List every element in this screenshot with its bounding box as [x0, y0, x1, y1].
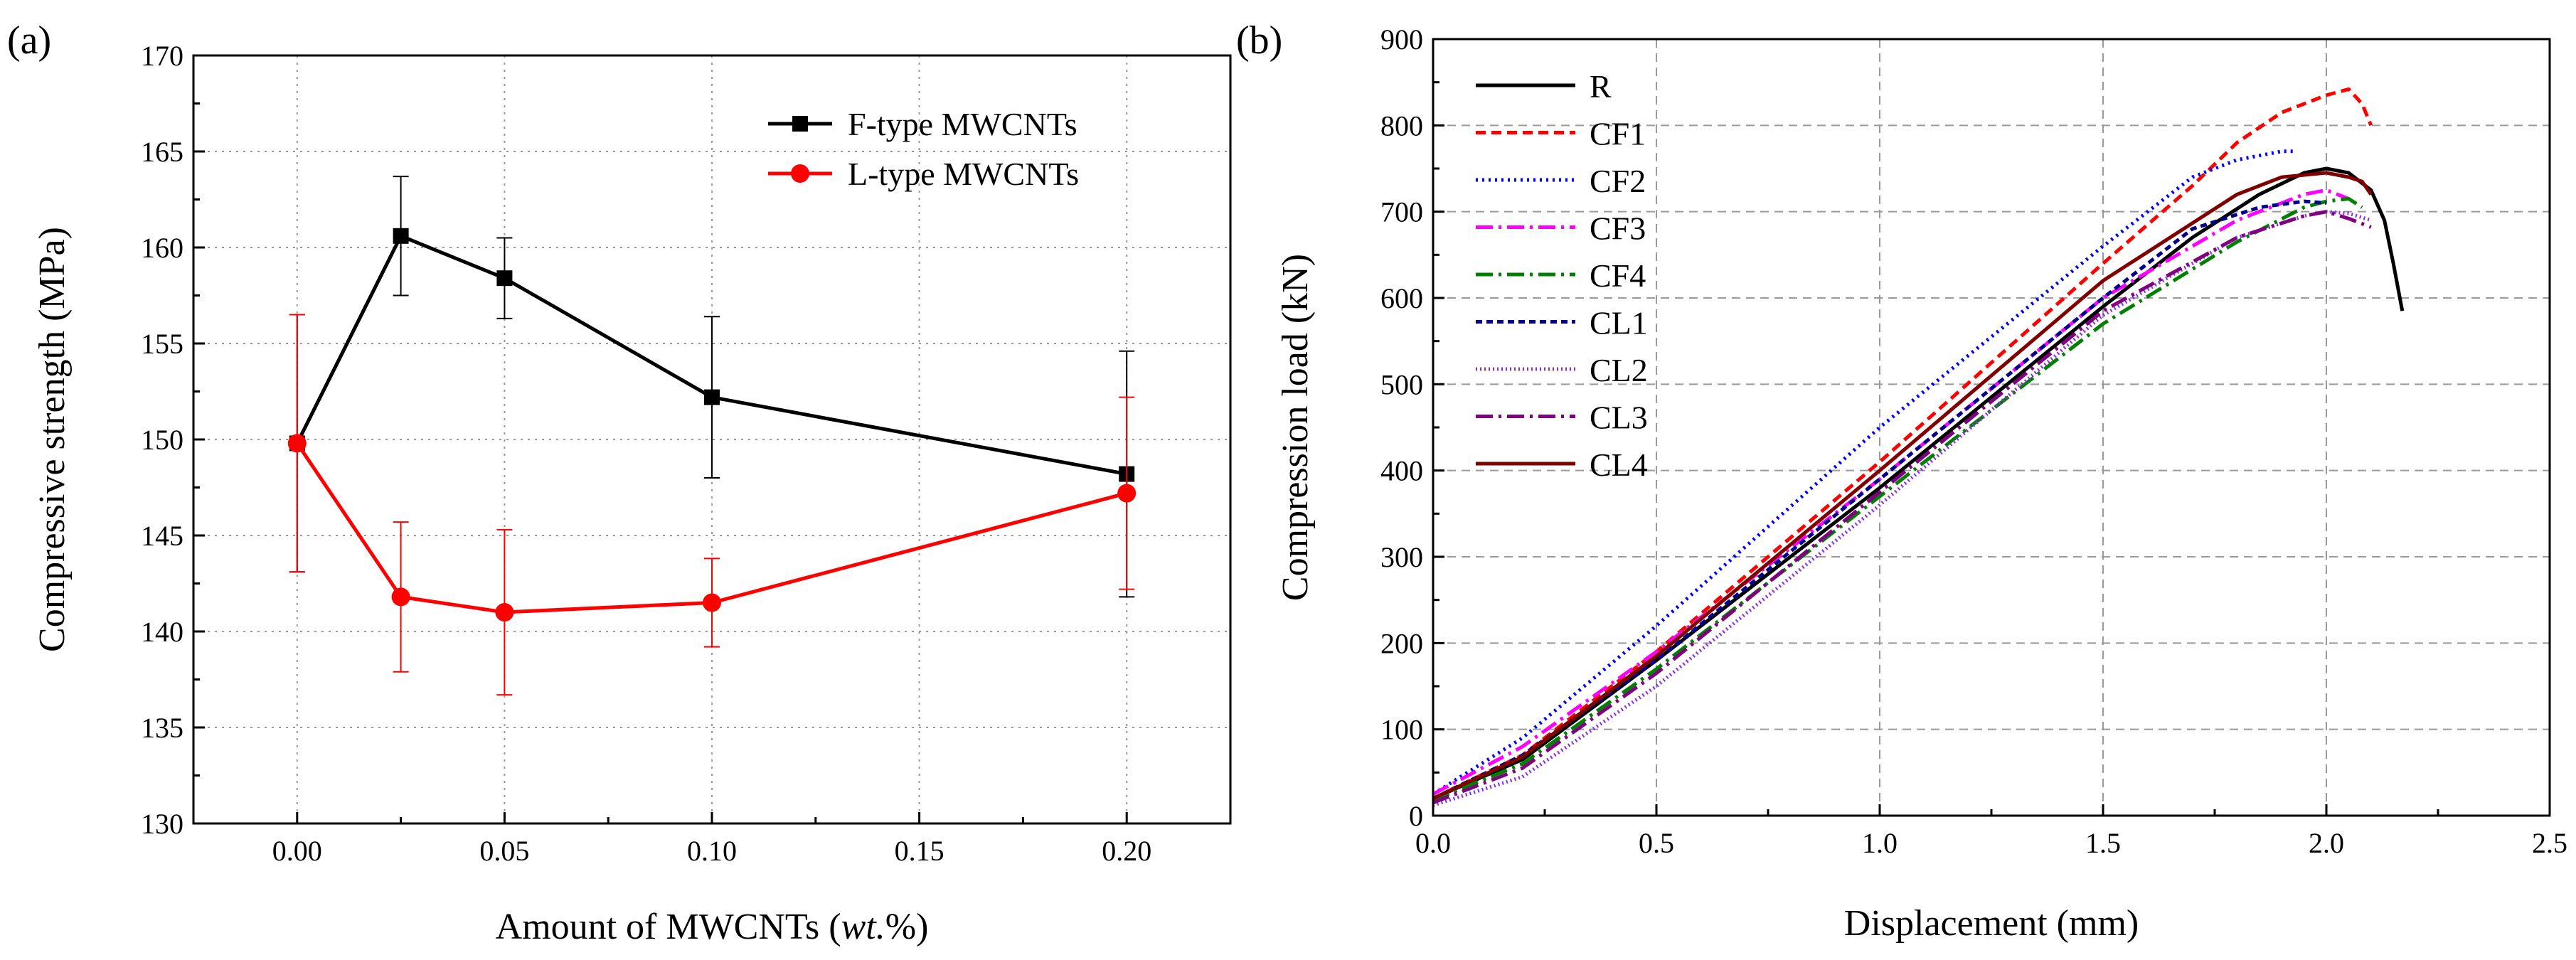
a-x-tick-label: 0.15	[895, 835, 944, 867]
legend-label-cl3: CL3	[1590, 400, 1648, 436]
legend-label-cl2: CL2	[1590, 352, 1648, 388]
a-x-tick-label: 0.05	[479, 835, 529, 867]
series-line-cf1	[1432, 87, 2373, 800]
b-y-tick-label: 200	[1380, 627, 1423, 659]
panel-b-plot-frame	[1432, 38, 2551, 817]
panel-a-x-axis-title-prefix: Amount of MWCNTs (	[496, 907, 841, 947]
legend-marker	[791, 164, 809, 183]
panel-a-plot-frame	[192, 54, 1232, 825]
b-y-tick-label: 500	[1380, 368, 1423, 400]
series-line-cf3	[1432, 188, 2350, 796]
panel-a-series	[287, 176, 1137, 696]
data-point-square	[704, 389, 720, 405]
data-point-circle	[495, 603, 514, 622]
legend-label: F-type MWCNTs	[848, 106, 1077, 142]
data-point-square	[496, 270, 513, 287]
series-line-cl3	[1432, 210, 2372, 805]
legend-label-cf3: CF3	[1590, 210, 1646, 247]
b-y-tick-label: 600	[1380, 282, 1423, 314]
b-y-tick-label: 0	[1409, 800, 1423, 832]
b-x-tick-label: 2.0	[2309, 827, 2344, 859]
data-point-circle	[703, 593, 721, 612]
a-y-tick-label: 140	[141, 616, 183, 648]
series-line-cl2	[1432, 210, 2372, 807]
series-line-cl4	[1432, 171, 2373, 801]
b-x-tick-label: 2.5	[2532, 827, 2567, 859]
legend-marker	[792, 116, 808, 132]
panel-a-ticks: 0.00 0.05 0.10 0.15 0.20 130 135 140 145 150 155 16…	[141, 40, 1151, 867]
panel-a-compressive-strength-chart: (a) 0.00 0.05 0.10 0.15 0.20 130 135 140 145 150 1…	[7, 18, 1232, 947]
data-point-square	[393, 228, 409, 244]
b-y-tick-label: 800	[1380, 110, 1423, 142]
legend-label-cf1: CF1	[1590, 116, 1646, 152]
data-point-circle	[287, 434, 307, 453]
data-point-circle	[1117, 484, 1137, 503]
a-x-tick-label: 0.10	[687, 835, 737, 867]
panel-a-x-axis-title-suffix: %)	[885, 907, 929, 947]
b-y-tick-label: 700	[1380, 196, 1423, 228]
panel-b-legend: R CF1 CF2 CF3 CF4 CL1 CL2 CL3 CL4	[1476, 68, 1648, 483]
b-y-tick-label: 300	[1380, 541, 1423, 573]
b-y-tick-label: 900	[1380, 23, 1423, 55]
b-y-tick-label: 100	[1380, 714, 1423, 746]
b-x-tick-label: 0.0	[1415, 827, 1451, 859]
b-y-tick-label: 400	[1380, 455, 1423, 487]
panel-a-label: (a)	[7, 18, 51, 63]
a-y-tick-label: 130	[141, 808, 183, 840]
panel-b-load-displacement-chart: (b) 0.0 0.5 1.0 1.5 2.0 2.5 0 100 200 300 400 500 60…	[1236, 18, 2567, 944]
panel-b-label: (b)	[1236, 18, 1282, 63]
legend-label-cf2: CF2	[1590, 163, 1646, 199]
panel-b-grid	[1433, 39, 2550, 816]
legend-label-cf4: CF4	[1590, 257, 1646, 294]
b-x-tick-label: 1.5	[2085, 827, 2121, 859]
a-y-tick-label: 150	[141, 424, 183, 456]
a-x-tick-label: 0.00	[272, 835, 322, 867]
legend-label: L-type MWCNTs	[848, 156, 1079, 192]
panel-b-ticks: 0.0 0.5 1.0 1.5 2.0 2.5 0 100 200 300 400 500 600 700…	[1380, 23, 2567, 859]
panel-b-y-axis-title: Compression load (kN)	[1275, 254, 1316, 601]
panel-b-series	[1432, 87, 2405, 807]
b-x-tick-label: 0.5	[1639, 827, 1674, 859]
panel-a-x-axis-title: Amount of MWCNTs (wt.%)	[496, 907, 929, 947]
legend-label-r: R	[1590, 68, 1612, 105]
a-y-tick-label: 165	[141, 136, 183, 168]
panel-a-x-axis-title-italic: wt.	[841, 907, 885, 947]
series-line-r	[1432, 166, 2405, 801]
series-line-cf2	[1432, 149, 2296, 796]
panel-a-legend: F-type MWCNTs L-type MWCNTs	[768, 106, 1079, 192]
panel-b-x-axis-title: Displacement (mm)	[1844, 903, 2139, 944]
data-point-circle	[391, 587, 410, 607]
a-y-tick-label: 135	[141, 712, 183, 744]
legend-label-cl1: CL1	[1590, 305, 1648, 341]
a-x-tick-label: 0.20	[1102, 835, 1151, 867]
a-y-tick-label: 145	[141, 520, 183, 552]
series-l-type-mwcnts	[287, 314, 1137, 696]
b-x-tick-label: 1.0	[1862, 827, 1898, 859]
a-y-tick-label: 170	[141, 40, 183, 72]
a-y-tick-label: 160	[141, 232, 183, 264]
legend-label-cl4: CL4	[1590, 447, 1648, 483]
a-y-tick-label: 155	[141, 328, 183, 360]
panel-a-y-axis-title: Compressive strength (MPa)	[32, 227, 73, 652]
